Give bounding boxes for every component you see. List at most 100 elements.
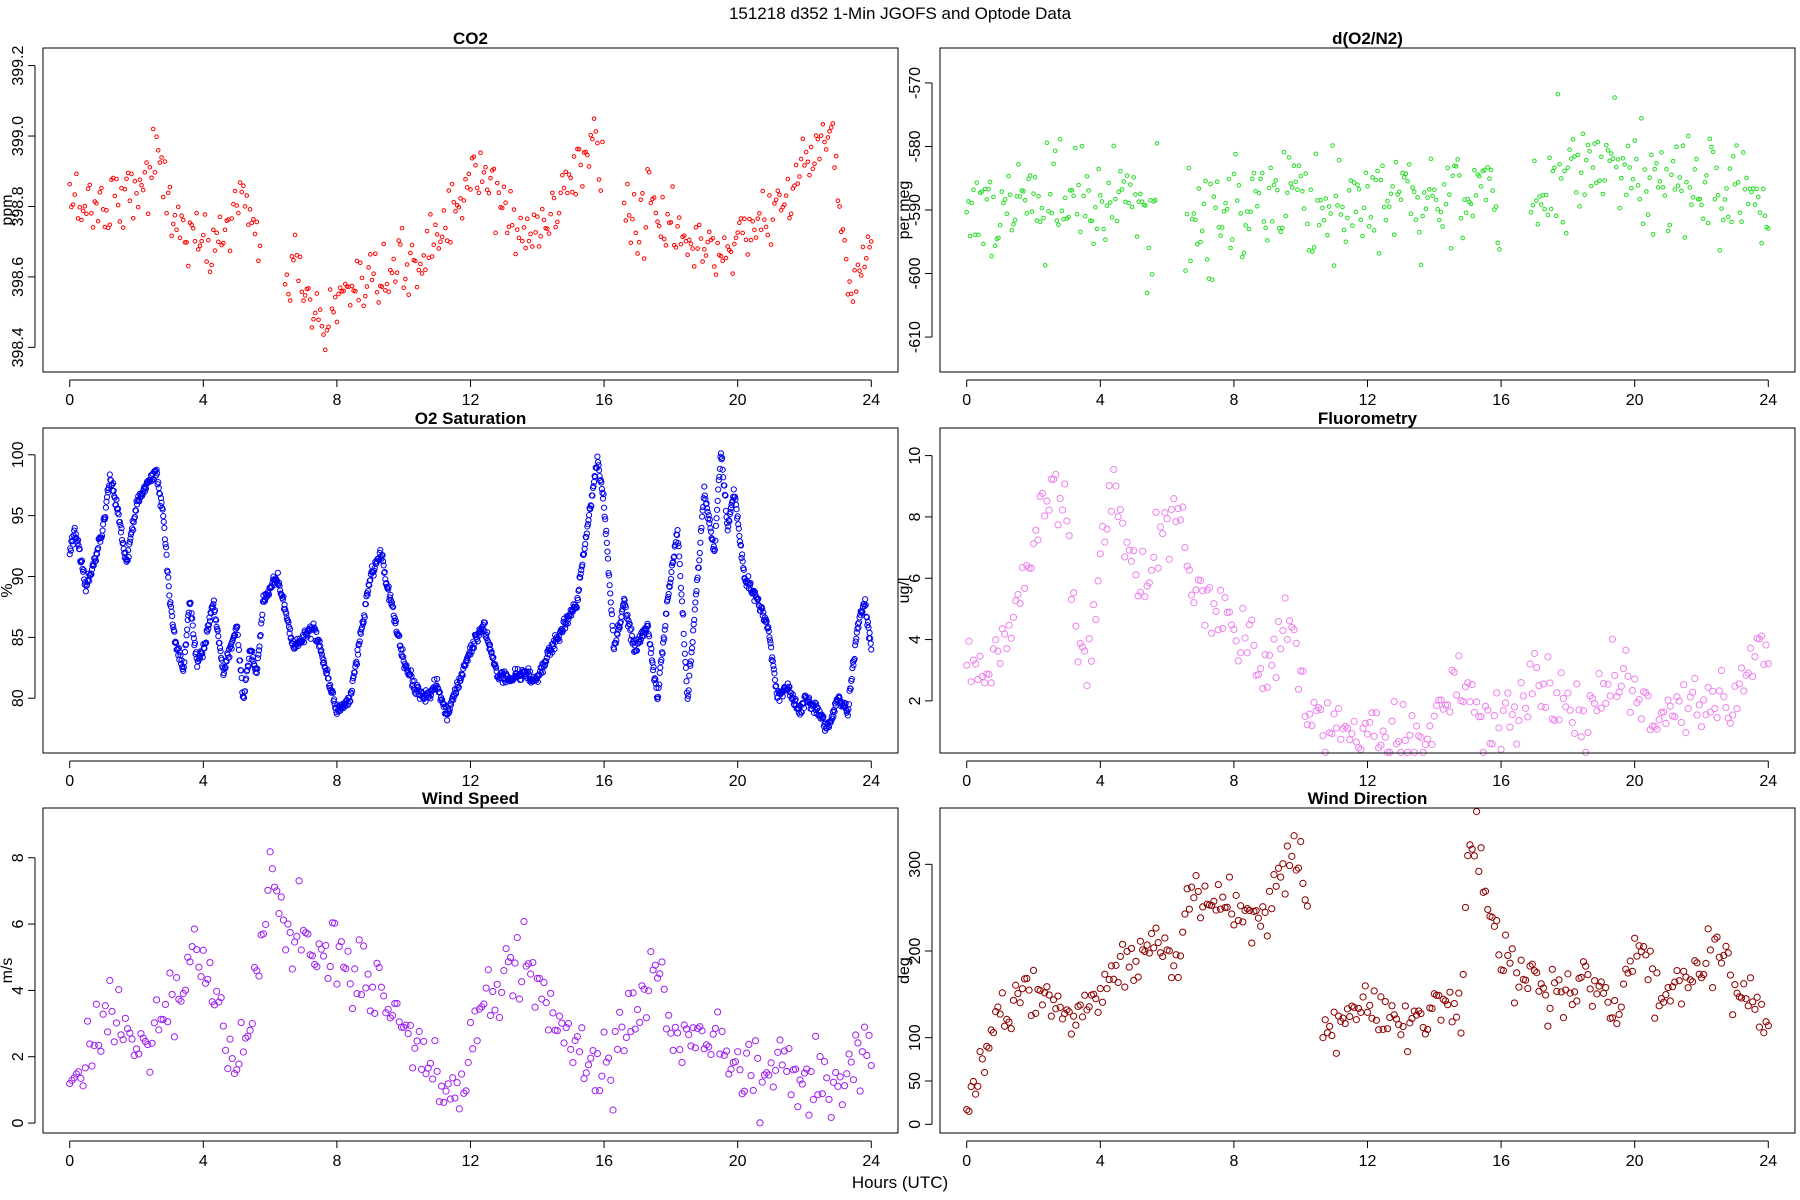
panel-2-point — [1722, 197, 1728, 202]
panel-1-point — [524, 216, 530, 222]
panel-3-point — [675, 540, 682, 547]
panel-2-point — [1532, 158, 1537, 164]
panel-1-point — [398, 242, 403, 247]
panel-1-ylabel: ppm — [0, 194, 16, 225]
panel-2-point — [1113, 196, 1118, 202]
panel-2-point — [1533, 198, 1539, 203]
panel-1-point — [466, 171, 472, 177]
panel-2-point — [1146, 245, 1152, 251]
panel-1-point — [735, 230, 740, 235]
panel-1-point — [640, 191, 645, 196]
panel-2-point — [1732, 182, 1738, 187]
panel-3-point — [600, 504, 608, 511]
panel-1-x-tick-label: 4 — [199, 392, 208, 409]
panel-2-point — [1108, 200, 1113, 205]
panel-3-point — [210, 597, 217, 604]
panel-2-point — [1538, 202, 1544, 207]
panel-3-x-tick-label: 4 — [199, 773, 208, 790]
panel-3-point — [153, 466, 160, 473]
panel-2-point — [1208, 181, 1213, 187]
panel-4-y-tick-label: 8 — [907, 512, 924, 521]
panel-2-x-tick-label: 24 — [1759, 392, 1777, 409]
panel-1-point — [701, 247, 707, 252]
panel-3-point — [357, 630, 364, 637]
panel-3-point — [602, 516, 609, 523]
panel-2-point — [1670, 158, 1676, 164]
panel-3-point — [650, 664, 657, 671]
panel-1-x-tick-label: 12 — [462, 392, 480, 409]
panel-1-point — [805, 159, 811, 165]
panel-2-point — [1044, 140, 1050, 146]
panel-2-point — [1094, 226, 1100, 232]
panel-2-point — [1201, 201, 1207, 207]
panel-2-x-tick-label: 20 — [1626, 392, 1644, 409]
panel-1-point — [242, 204, 248, 209]
panel-3-point — [155, 479, 162, 486]
panel-3-point — [124, 557, 131, 564]
panel-3-point — [215, 633, 222, 640]
panel-3-point — [213, 617, 220, 624]
panel-3-point — [608, 607, 615, 614]
panel-1-point — [499, 205, 505, 211]
panel-2-point — [1308, 187, 1314, 192]
panel-3-point — [415, 683, 422, 691]
panel-2-point — [1597, 178, 1602, 183]
panel-3-point — [78, 557, 86, 564]
panel-3-point — [225, 654, 232, 661]
panel-3-point — [602, 530, 609, 538]
panel-2-point — [1316, 222, 1322, 228]
panel-1-point — [565, 190, 570, 196]
panel-2-point — [1335, 203, 1340, 208]
panel-1-point — [820, 122, 826, 127]
panel-3-point — [71, 527, 78, 534]
panel-3-point — [452, 689, 459, 697]
panel-2-x-tick-label: 8 — [1229, 392, 1238, 409]
panel-2-point — [991, 194, 996, 200]
panel-3-point — [318, 647, 325, 654]
panel-2-point — [1445, 165, 1450, 171]
panel-3-point — [354, 651, 362, 658]
panel-1-point — [817, 156, 822, 162]
panel-2-point — [1724, 186, 1729, 191]
panel-3-y-tick-label: 85 — [10, 628, 27, 646]
panel-2-point — [1694, 156, 1699, 162]
panel-3-point — [525, 671, 533, 678]
panel-1-point — [165, 190, 171, 196]
panel-5-x-tick-label: 0 — [65, 1153, 74, 1170]
panel-1-point — [247, 207, 253, 212]
panel-3-point — [648, 645, 655, 652]
panel-2-point — [1103, 237, 1108, 242]
panel-3-point — [589, 492, 596, 499]
panel-3-point — [356, 638, 363, 645]
panel-2-point — [1032, 174, 1038, 180]
panel-3-point — [577, 574, 584, 581]
panel-3-point — [526, 668, 534, 675]
panel-3-point — [348, 687, 356, 694]
panel-1-point — [715, 240, 720, 246]
panel-1-point — [533, 230, 538, 235]
panel-2-point — [1662, 193, 1668, 198]
panel-2-point — [1420, 213, 1425, 219]
panel-2-point — [1249, 176, 1255, 182]
panel-2-point — [1193, 217, 1198, 223]
panel-3-point — [599, 495, 607, 502]
panel-6-x-tick-label: 8 — [1229, 1153, 1238, 1170]
panel-2-point — [1343, 239, 1349, 245]
panel-3-point — [279, 596, 287, 603]
panel-2-point — [1468, 201, 1474, 207]
panel-2-point — [1457, 173, 1462, 178]
panel-2-point — [1300, 188, 1305, 194]
panel-2-point — [976, 232, 981, 238]
panel-1-point — [847, 279, 852, 284]
panel-2-point — [984, 197, 990, 202]
panel-1-point — [732, 241, 737, 247]
panel-1-point — [504, 230, 510, 236]
panel-2-point — [1675, 183, 1681, 188]
panel-1-point — [571, 154, 577, 159]
panel-1-point — [376, 300, 381, 305]
panel-2-point — [1286, 155, 1292, 160]
panel-2-point — [1037, 219, 1043, 225]
panel-1-point — [222, 227, 228, 233]
panel-1-point — [384, 281, 390, 287]
panel-2-point — [1458, 215, 1464, 221]
